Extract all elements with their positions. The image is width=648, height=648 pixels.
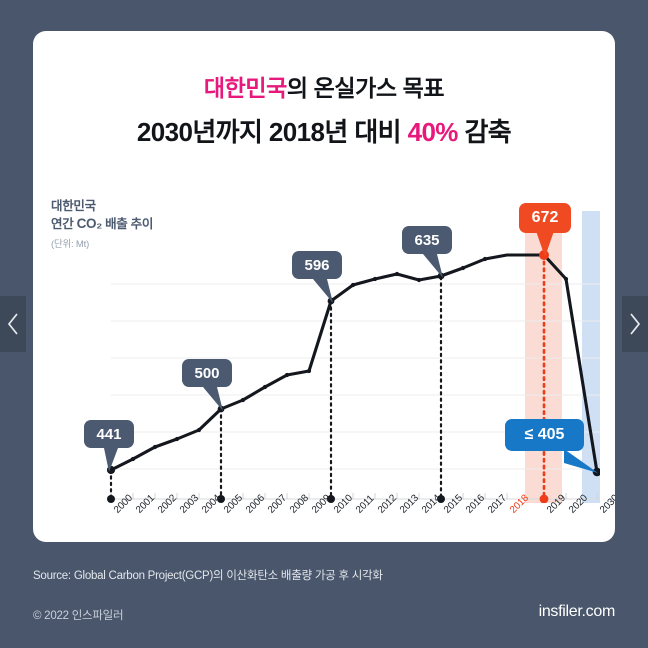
chart-title-pre: 연간 xyxy=(51,216,77,231)
marker-2005 xyxy=(217,405,225,413)
callout-596: 596 xyxy=(292,251,342,279)
brand-watermark: insfiler.com xyxy=(538,603,616,620)
callout-500: 500 xyxy=(182,359,232,387)
axis-dot-2010 xyxy=(327,495,335,503)
callout-441: 441 xyxy=(84,420,134,448)
x-label-2030: 2030 xyxy=(598,492,615,516)
axis-dot-2015 xyxy=(437,495,445,503)
chevron-right-icon xyxy=(630,313,641,335)
callout-500-value: 500 xyxy=(194,364,220,382)
callout-tail-441 xyxy=(104,448,118,472)
headline-accent-country: 대한민국 xyxy=(203,75,287,101)
chart-title-line-2: 연간 CO₂ 배출 추이 xyxy=(51,215,153,233)
callout-672: 672 xyxy=(519,203,571,233)
headline-line-1: 대한민국의 온실가스 목표 xyxy=(33,75,615,101)
chart-title-post: 배출 추이 xyxy=(101,216,154,231)
headline-line-2-pre: 2030년까지 2018년 대비 xyxy=(136,117,408,148)
callout-405-target: ≤ 405 xyxy=(505,419,584,451)
callout-596-value: 596 xyxy=(304,256,330,274)
callout-635-value: 635 xyxy=(414,231,440,249)
carousel-next-button[interactable] xyxy=(622,296,648,352)
page-title: 대한민국의 온실가스 목표 2030년까지 2018년 대비 40% 감축 xyxy=(33,75,615,147)
callout-tail-635 xyxy=(423,254,443,278)
x-axis-labels: 2000 2001 2002 2003 2004 2005 2006 2007 … xyxy=(78,493,615,542)
callout-tail-672 xyxy=(536,231,554,257)
chart-title-line-1: 대한민국 xyxy=(51,199,96,213)
axis-dot-2000 xyxy=(107,495,115,503)
chart-unit-label: (단위: Mt) xyxy=(51,239,90,251)
chevron-left-icon xyxy=(7,313,18,335)
copyright-note: © 2022 인스파일러 xyxy=(33,610,124,622)
headline-line-2: 2030년까지 2018년 대비 40% 감축 xyxy=(33,118,615,147)
callout-405-value: ≤ 405 xyxy=(524,426,565,443)
data-point-markers xyxy=(130,256,569,462)
headline-line-2-post: 감축 xyxy=(457,117,512,148)
chart-title-co2: CO₂ xyxy=(76,215,103,231)
marker-2015 xyxy=(437,272,445,280)
carousel-prev-button[interactable] xyxy=(0,296,26,352)
headline-accent-percent: 40% xyxy=(407,117,459,148)
callout-441-value: 441 xyxy=(96,425,122,443)
callout-635: 635 xyxy=(402,226,452,254)
source-note: Source: Global Carbon Project(GCP)의 이산화탄… xyxy=(33,570,383,582)
axis-dot-2018 xyxy=(539,494,549,503)
infographic-card: 대한민국의 온실가스 목표 2030년까지 2018년 대비 40% 감축 대한… xyxy=(33,31,615,542)
callout-tail-500 xyxy=(203,387,223,411)
callout-672-value: 672 xyxy=(531,209,559,226)
marker-2010 xyxy=(327,297,335,305)
callout-tail-596 xyxy=(313,279,333,303)
callout-droplines xyxy=(109,275,443,501)
axis-dot-2005 xyxy=(217,495,225,503)
chart-title-block: 대한민국 연간 CO₂ 배출 추이 (단위: Mt) xyxy=(51,198,153,250)
highlight-band-2030 xyxy=(582,211,600,503)
headline-line-1-rest: 의 온실가스 목표 xyxy=(286,75,445,101)
line-chart-plot: 441 500 596 635 672 ≤ 405 xyxy=(78,203,600,503)
emission-trend-line xyxy=(109,253,599,474)
callout-tail-405 xyxy=(564,449,598,473)
